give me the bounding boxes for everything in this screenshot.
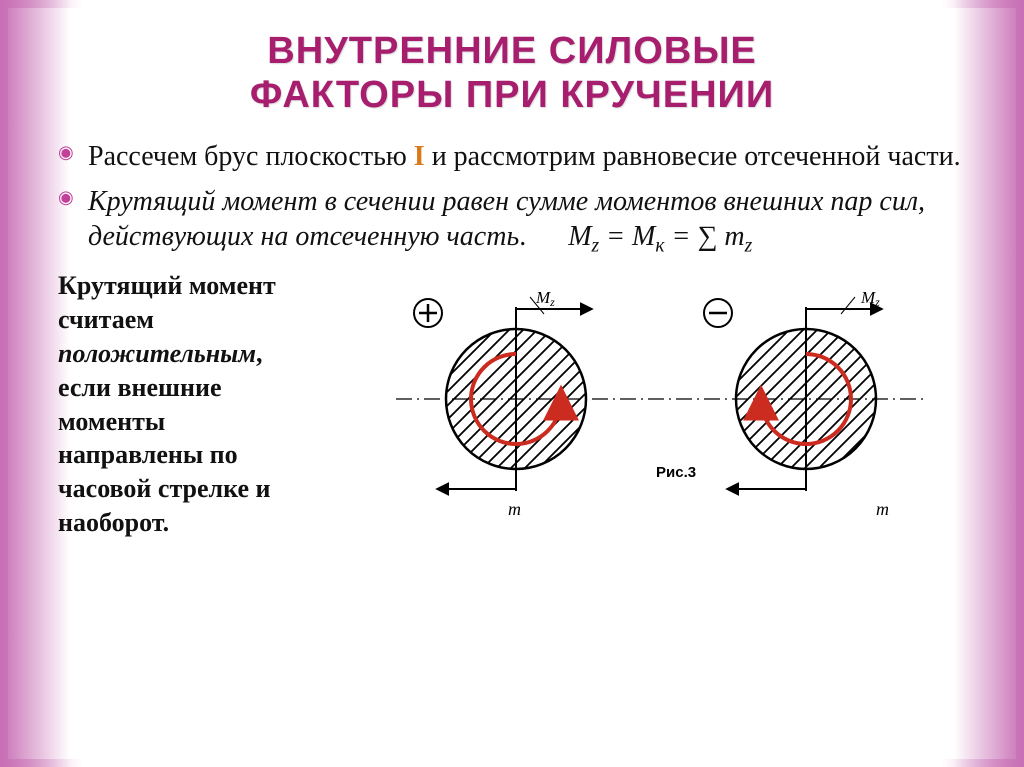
mn-l5: моменты bbox=[58, 407, 165, 436]
mn-l6: направлены по bbox=[58, 440, 238, 469]
mn-l4: если внешние bbox=[58, 373, 221, 402]
mn-l2: считаем bbox=[58, 305, 154, 334]
title-line-1: ВНУТРЕННИЕ СИЛОВЫЕ bbox=[267, 30, 757, 72]
label-Mz-left: Mz bbox=[535, 288, 555, 309]
bullet-list: Рассечем брус плоскостью I и рассмотрим … bbox=[58, 139, 978, 259]
bullet-1-post: и рассмотрим равновесие отсеченной части… bbox=[425, 141, 961, 172]
label-m-left: m bbox=[508, 499, 521, 519]
mn-l3: положительным bbox=[58, 339, 256, 368]
circle-positive: Mz m bbox=[414, 288, 591, 519]
label-m-right: m bbox=[876, 499, 889, 519]
mn-l7: часовой стрелке и bbox=[58, 474, 270, 503]
formula-Mz: Mz = Mк = ∑ mz bbox=[568, 221, 752, 252]
bullet-2-dot: . bbox=[519, 221, 568, 252]
moment-note: Крутящий момент считаем положительным, е… bbox=[46, 269, 356, 539]
title-line-2: ФАКТОРЫ ПРИ КРУЧЕНИИ bbox=[250, 74, 774, 116]
mn-l3p: , bbox=[256, 339, 263, 368]
bullet-1-I: I bbox=[414, 141, 425, 172]
mn-l8: наоборот. bbox=[58, 508, 169, 537]
bullet-2-formula: Mz = Mк = ∑ mz bbox=[568, 221, 752, 252]
circle-negative: Mz m bbox=[704, 288, 889, 519]
slide-title: ВНУТРЕННИЕ СИЛОВЫЕ ФАКТОРЫ ПРИ КРУЧЕНИИ bbox=[46, 30, 978, 117]
diagram-svg: Mz m bbox=[356, 259, 956, 539]
bullet-1-pre: Рассечем брус плоскостью bbox=[88, 141, 414, 172]
label-Mz-right: Mz bbox=[860, 288, 880, 309]
mn-l1: Крутящий момент bbox=[58, 271, 276, 300]
bullet-1: Рассечем брус плоскостью I и рассмотрим … bbox=[58, 139, 978, 174]
torsion-diagram: Mz m bbox=[356, 269, 978, 549]
bullet-2: Крутящий момент в сечении равен сумме мо… bbox=[58, 184, 978, 259]
bullet-2-text: Крутящий момент в сечении равен сумме мо… bbox=[88, 186, 925, 252]
fig-caption: Рис.3 bbox=[656, 464, 696, 481]
